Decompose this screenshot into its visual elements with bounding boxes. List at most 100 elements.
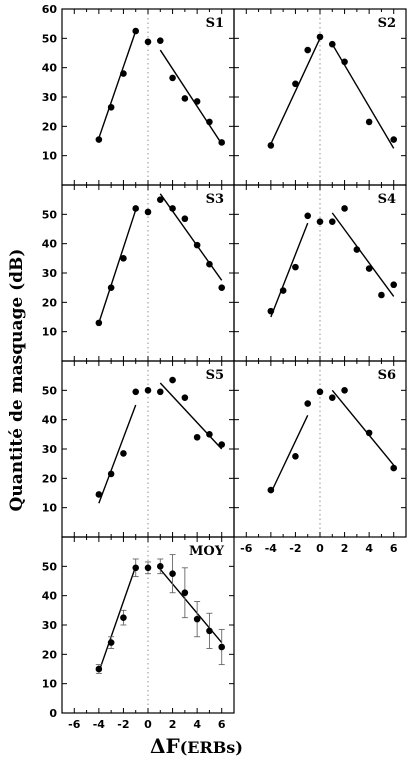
y-tick-label: 30 — [42, 267, 58, 280]
data-point — [316, 33, 324, 41]
y-tick-label: 40 — [42, 590, 58, 603]
data-point — [304, 212, 312, 220]
data-point — [144, 208, 152, 216]
y-tick-label: 10 — [42, 678, 58, 691]
x-tick-label: -6 — [68, 718, 81, 731]
data-point — [156, 196, 164, 203]
data-point — [218, 139, 226, 146]
data-point — [132, 27, 140, 35]
data-point — [181, 589, 189, 597]
data-point — [316, 388, 324, 396]
data-point — [120, 450, 127, 457]
data-point — [120, 255, 127, 262]
regression-line — [159, 49, 223, 145]
data-point — [181, 95, 189, 102]
data-point — [181, 394, 189, 401]
data-point — [132, 564, 140, 572]
data-point — [292, 453, 299, 460]
x-axis-label-symbol: ΔF — [150, 734, 180, 758]
data-point — [156, 563, 164, 570]
data-point — [156, 388, 164, 396]
panel-s5: 10 20 30 40 50 S5 — [42, 360, 235, 538]
data-point — [107, 639, 115, 646]
data-point — [206, 118, 213, 126]
data-point — [341, 58, 348, 66]
regression-line — [270, 414, 309, 494]
data-point — [328, 394, 336, 401]
x-axis-label-unit: (ERBs) — [179, 738, 243, 757]
regression-line — [270, 38, 321, 145]
data-point — [365, 265, 373, 272]
y-tick-label: 50 — [42, 208, 58, 221]
panel-s2: S2 — [233, 8, 407, 186]
data-point — [206, 431, 213, 438]
panel-title: S1 — [206, 16, 224, 31]
panel-s6: -6 -4 -2 0 2 4 6 S6 — [233, 360, 407, 555]
x-tick-label: 4 — [365, 542, 373, 555]
data-point — [218, 441, 226, 448]
y-tick-label: 20 — [42, 648, 58, 661]
data-point — [292, 263, 299, 271]
data-point — [218, 643, 226, 651]
data-point — [181, 215, 189, 223]
data-point — [107, 470, 115, 478]
y-tick-label: 20 — [42, 472, 58, 485]
x-tick-label: 2 — [341, 542, 349, 555]
y-tick-label: 40 — [42, 414, 58, 427]
y-tick-label: 0 — [49, 707, 57, 720]
data-point — [390, 136, 398, 143]
data-point — [169, 74, 176, 82]
data-point — [279, 287, 287, 294]
data-point — [292, 80, 299, 88]
data-point — [365, 429, 373, 437]
x-tick-label: -4 — [265, 542, 278, 555]
panel-title: S6 — [378, 368, 396, 383]
data-point — [378, 291, 385, 299]
panel-s1: 10 20 30 40 50 60 S1 — [42, 3, 235, 186]
x-tick-label: -4 — [93, 718, 106, 731]
data-point — [193, 241, 201, 249]
panel-title: MOY — [189, 544, 225, 559]
y-tick-label: 20 — [42, 296, 58, 309]
x-tick-label: 6 — [390, 542, 398, 555]
panel-moy: 0 10 20 30 40 50 -6 -4 -2 0 2 4 6 MOY — [42, 536, 235, 731]
data-point — [341, 205, 348, 212]
y-tick-label: 40 — [42, 62, 58, 75]
data-point — [107, 103, 115, 111]
data-point — [304, 46, 312, 54]
data-point — [156, 37, 164, 44]
regression-line — [98, 404, 137, 504]
data-point — [341, 387, 348, 394]
data-point — [132, 205, 140, 212]
x-tick-label: -2 — [289, 542, 301, 555]
data-point — [267, 486, 275, 494]
data-point — [353, 246, 361, 253]
data-point — [95, 136, 103, 143]
y-tick-label: 30 — [42, 91, 58, 104]
x-tick-label: 0 — [316, 542, 324, 555]
data-point — [365, 118, 373, 126]
data-point — [267, 142, 275, 149]
y-tick-label: 50 — [42, 560, 58, 573]
data-point — [316, 218, 324, 225]
y-tick-label: 10 — [42, 502, 58, 515]
data-point — [95, 319, 103, 327]
data-point — [107, 284, 115, 291]
data-point — [95, 491, 103, 498]
y-tick-label: 40 — [42, 238, 58, 251]
y-tick-label: 20 — [42, 120, 58, 133]
data-point — [132, 388, 140, 396]
panel-title: S3 — [206, 192, 224, 207]
regression-line — [159, 382, 223, 450]
regression-line — [331, 43, 395, 149]
y-tick-label: 10 — [42, 326, 58, 339]
x-axis-label: ΔF(ERBs) — [150, 734, 243, 758]
panel-title: S5 — [206, 368, 224, 383]
y-tick-label: 50 — [42, 32, 58, 45]
regression-line — [331, 212, 395, 297]
x-tick-label: 0 — [144, 718, 152, 731]
data-point — [120, 70, 127, 77]
y-tick-label: 10 — [42, 150, 58, 163]
regression-line — [98, 566, 137, 673]
data-point — [144, 38, 152, 46]
